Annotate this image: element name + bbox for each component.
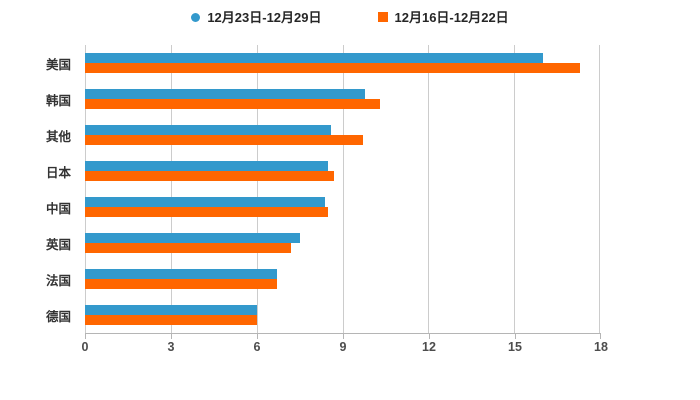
gridline-x-12 xyxy=(428,45,430,333)
gridline-x-6 xyxy=(256,45,258,333)
category-label-4: 中国 xyxy=(45,201,71,216)
bar-series0-row7[interactable] xyxy=(85,305,257,315)
category-label-7: 德国 xyxy=(45,309,71,324)
x-axis: 0 3 6 9 12 15 18 xyxy=(81,334,608,360)
gridline-x-3 xyxy=(170,45,172,333)
category-label-1: 韩国 xyxy=(45,93,71,108)
chart-legend: 12月23日-12月29日 12月16日-12月22日 xyxy=(0,6,700,28)
x-axis-tick-0 xyxy=(85,334,86,339)
x-axis-tick-label-9: 9 xyxy=(339,340,347,354)
bar-group-6 xyxy=(85,261,600,297)
legend-item-week-dec23-29[interactable]: 12月23日-12月29日 xyxy=(191,9,322,25)
y-axis-labels: 美国韩国其他日本中国英国法国德国 xyxy=(0,45,80,333)
legend-label: 12月23日-12月29日 xyxy=(207,9,322,25)
bar-group-2 xyxy=(85,117,600,153)
x-axis-tick-9 xyxy=(343,334,344,339)
bar-group-5 xyxy=(85,225,600,261)
x-axis-tick-label-15: 15 xyxy=(508,340,522,354)
gridline-x-15 xyxy=(514,45,516,333)
bar-series1-row3[interactable] xyxy=(85,171,334,181)
gridline-x-0 xyxy=(85,45,86,333)
bar-group-0 xyxy=(85,45,600,81)
plot-area xyxy=(85,45,600,333)
gridline-x-9 xyxy=(342,45,344,333)
x-axis-tick-3 xyxy=(170,334,172,339)
bar-series-area xyxy=(85,45,600,333)
legend-circle-marker-icon xyxy=(191,12,201,22)
bar-series1-row7[interactable] xyxy=(85,315,257,325)
bar-series0-row2[interactable] xyxy=(85,125,332,135)
x-axis-tick-6 xyxy=(256,334,258,339)
bar-series0-row0[interactable] xyxy=(85,53,543,63)
category-label-2: 其他 xyxy=(45,129,71,144)
x-axis-tick-label-18: 18 xyxy=(594,340,608,354)
bar-series1-row2[interactable] xyxy=(85,135,363,145)
x-axis-tick-label-12: 12 xyxy=(422,340,436,354)
category-label-5: 英国 xyxy=(45,237,71,252)
bar-series0-row1[interactable] xyxy=(85,89,366,99)
bar-series0-row5[interactable] xyxy=(85,233,300,243)
bar-series1-row6[interactable] xyxy=(85,279,277,289)
category-label-3: 日本 xyxy=(45,165,71,180)
category-label-6: 法国 xyxy=(45,273,71,288)
gridlines xyxy=(85,45,600,333)
bar-group-1 xyxy=(85,81,600,117)
bar-series0-row3[interactable] xyxy=(85,161,329,171)
bar-series0-row6[interactable] xyxy=(85,269,277,279)
x-axis-tick-18 xyxy=(600,334,601,339)
x-axis-tick-label-0: 0 xyxy=(81,340,89,354)
category-label-0: 美国 xyxy=(45,57,71,72)
legend-label: 12月16日-12月22日 xyxy=(394,9,509,25)
x-axis-tick-12 xyxy=(428,334,430,339)
bar-series1-row5[interactable] xyxy=(85,243,291,253)
x-axis-line xyxy=(85,333,601,334)
x-axis-tick-label-6: 6 xyxy=(253,340,261,354)
gridline-x-18 xyxy=(599,45,600,333)
bar-series1-row0[interactable] xyxy=(85,63,580,73)
legend-square-marker-icon xyxy=(377,12,388,22)
bar-group-7 xyxy=(85,297,600,333)
bar-group-3 xyxy=(85,153,600,189)
bar-group-4 xyxy=(85,189,600,225)
bar-series1-row1[interactable] xyxy=(85,99,380,109)
legend-item-week-dec16-22[interactable]: 12月16日-12月22日 xyxy=(377,9,509,25)
x-axis-tick-label-3: 3 xyxy=(167,340,175,354)
bar-series0-row4[interactable] xyxy=(85,197,326,207)
x-axis-tick-15 xyxy=(515,334,516,339)
bar-series1-row4[interactable] xyxy=(85,207,329,217)
